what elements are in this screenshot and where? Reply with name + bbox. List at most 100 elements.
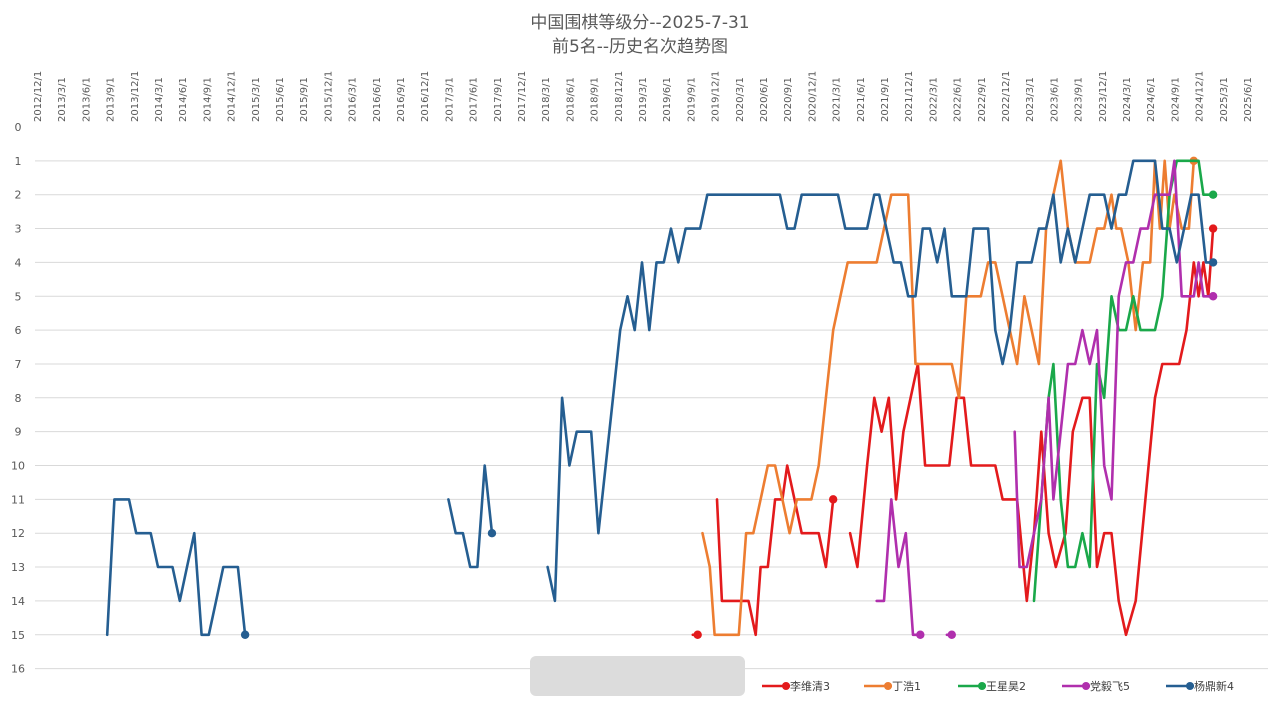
series-5 <box>105 159 1218 639</box>
x-tick-label: 2016/6/1 <box>372 77 383 122</box>
series-endpoint <box>916 630 925 639</box>
x-tick-label: 2018/9/1 <box>590 77 601 122</box>
x-tick-label: 2021/9/1 <box>880 77 891 122</box>
legend-marker <box>1186 682 1194 690</box>
x-tick-label: 2014/3/1 <box>154 77 165 122</box>
blurred-watermark <box>530 656 745 696</box>
series-line <box>1032 159 1215 603</box>
legend-label: 李维清3 <box>790 679 830 693</box>
series-endpoint <box>240 630 250 639</box>
y-tick-label: 14 <box>11 595 25 608</box>
x-tick-label: 2016/3/1 <box>348 77 359 122</box>
chart-subtitle: 前5名--历史名次趋势图 <box>552 37 728 57</box>
x-tick-label: 2013/12/1 <box>130 71 141 122</box>
chart-title: 中国围棋等级分--2025-7-31 <box>530 13 749 33</box>
y-tick-label: 12 <box>11 527 25 540</box>
x-tick-label: 2023/3/1 <box>1025 77 1036 122</box>
x-tick-label: 2021/12/1 <box>904 71 915 122</box>
y-tick-label: 0 <box>15 121 22 134</box>
y-tick-label: 1 <box>15 155 22 168</box>
series-line <box>701 159 1196 637</box>
x-tick-label: 2023/12/1 <box>1098 71 1109 122</box>
x-tick-label: 2024/9/1 <box>1170 77 1181 122</box>
x-tick-label: 2017/3/1 <box>444 77 455 122</box>
legend-marker <box>782 682 790 690</box>
y-tick-label: 4 <box>15 256 22 269</box>
y-tick-label: 10 <box>11 460 25 473</box>
x-tick-label: 2019/9/1 <box>686 77 697 122</box>
series-lines <box>105 156 1218 639</box>
series-endpoint <box>1208 224 1218 233</box>
x-tick-label: 2020/6/1 <box>759 77 770 122</box>
x-tick-label: 2013/9/1 <box>106 77 117 122</box>
x-tick-label: 2020/9/1 <box>783 77 794 122</box>
legend-label: 王星昊2 <box>986 680 1026 693</box>
x-tick-label: 2021/3/1 <box>832 77 843 122</box>
y-tick-label: 11 <box>11 493 25 506</box>
x-tick-label: 2022/9/1 <box>977 77 988 122</box>
x-tick-label: 2019/12/1 <box>711 71 722 122</box>
grid-lines <box>35 160 1268 670</box>
x-tick-label: 2024/6/1 <box>1146 77 1157 122</box>
x-tick-label: 2018/3/1 <box>541 77 552 122</box>
y-tick-label: 8 <box>15 392 22 405</box>
x-tick-label: 2014/9/1 <box>202 77 213 122</box>
x-tick-label: 2017/12/1 <box>517 71 528 122</box>
series-line <box>447 464 494 569</box>
x-tick-label: 2015/9/1 <box>299 77 310 122</box>
series-line <box>875 498 922 637</box>
series-line <box>1013 159 1215 569</box>
legend-item: 李维清3 <box>762 679 830 693</box>
series-endpoint <box>487 529 497 538</box>
legend-item: 王星昊2 <box>958 680 1026 693</box>
x-tick-label: 2025/3/1 <box>1219 77 1230 122</box>
x-tick-label: 2012/12/1 <box>33 71 44 122</box>
y-tick-label: 13 <box>11 561 25 574</box>
x-tick-label: 2013/3/1 <box>57 77 68 122</box>
x-tick-label: 2013/6/1 <box>81 77 92 122</box>
x-tick-label: 2024/3/1 <box>1122 77 1133 122</box>
series-3 <box>1032 159 1218 603</box>
x-tick-label: 2022/3/1 <box>928 77 939 122</box>
series-endpoint <box>828 495 838 504</box>
y-tick-label: 2 <box>15 189 22 202</box>
y-tick-label: 16 <box>11 663 25 676</box>
x-axis: 2012/12/1 2013/3/1 2013/6/1 2013/9/1 2013/12… <box>33 71 1254 122</box>
x-tick-label: 2019/3/1 <box>638 77 649 122</box>
y-tick-label: 6 <box>15 324 22 337</box>
series-4 <box>875 159 1218 639</box>
series-endpoint <box>947 630 956 639</box>
y-tick-label: 3 <box>15 223 22 236</box>
x-tick-label: 2016/12/1 <box>420 71 431 122</box>
legend-label: 党毅飞5 <box>1090 679 1130 693</box>
legend-item: 丁浩1 <box>864 680 921 693</box>
x-tick-label: 2020/12/1 <box>807 71 818 122</box>
y-tick-label: 5 <box>15 290 22 303</box>
y-tick-label: 7 <box>15 358 22 371</box>
y-tick-label: 9 <box>15 426 22 439</box>
x-tick-label: 2017/6/1 <box>469 77 480 122</box>
legend-marker <box>1082 682 1090 690</box>
series-line <box>715 464 835 637</box>
x-tick-label: 2023/9/1 <box>1074 77 1085 122</box>
series-line <box>105 498 247 637</box>
x-tick-label: 2015/3/1 <box>251 77 262 122</box>
legend-label: 杨鼎新4 <box>1194 679 1234 693</box>
x-tick-label: 2019/6/1 <box>662 77 673 122</box>
series-endpoint <box>1208 190 1218 199</box>
x-tick-label: 2016/9/1 <box>396 77 407 122</box>
x-tick-label: 2020/3/1 <box>735 77 746 122</box>
legend-item: 杨鼎新4 <box>1166 679 1234 693</box>
series-endpoint <box>693 630 702 639</box>
legend-marker <box>978 682 986 690</box>
series-endpoint <box>1208 292 1218 301</box>
x-tick-label: 2022/12/1 <box>1001 71 1012 122</box>
x-tick-label: 2025/6/1 <box>1243 77 1254 122</box>
x-tick-label: 2023/6/1 <box>1049 77 1060 122</box>
x-tick-label: 2018/6/1 <box>565 77 576 122</box>
x-tick-label: 2022/6/1 <box>953 77 964 122</box>
y-tick-label: 15 <box>11 629 25 642</box>
x-tick-label: 2024/12/1 <box>1195 71 1206 122</box>
